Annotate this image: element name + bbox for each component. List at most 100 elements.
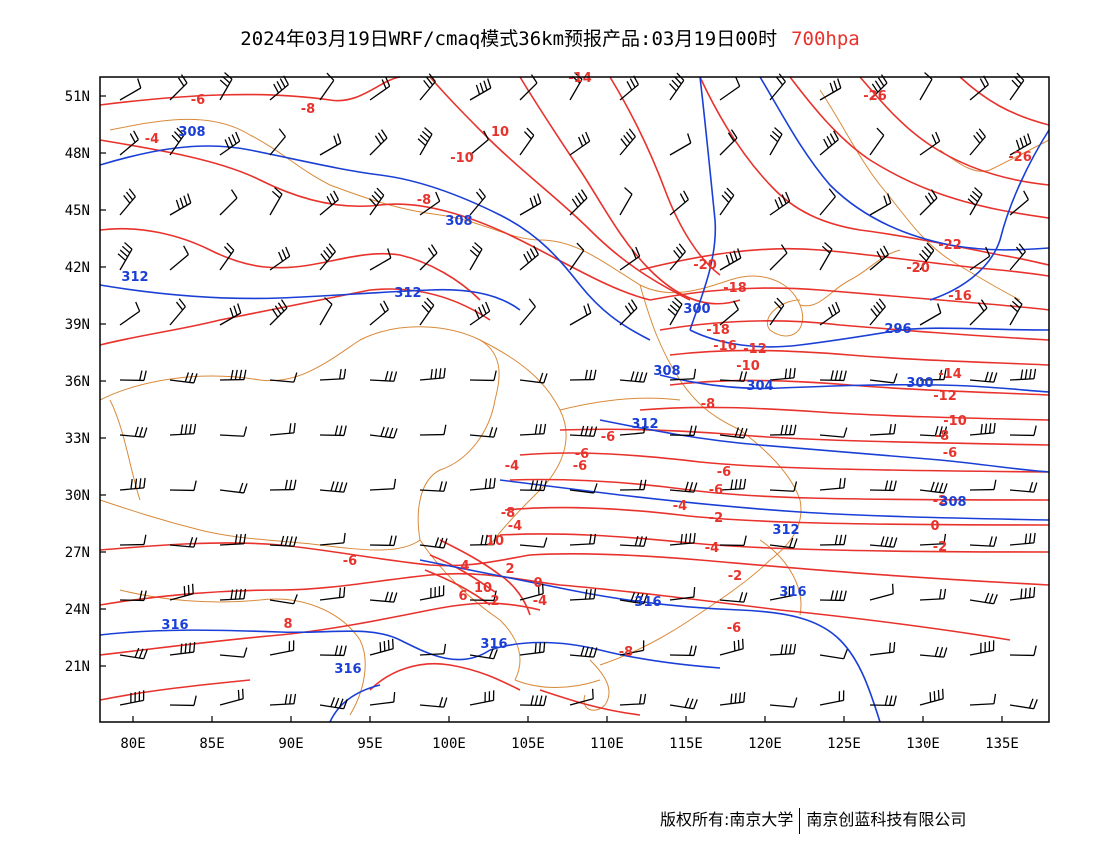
temperature-label: -2 — [933, 540, 947, 555]
wind-barb — [819, 301, 841, 326]
wind-barb — [869, 373, 898, 384]
wind-barb — [269, 128, 286, 156]
temperature-contour — [99, 76, 401, 106]
wind-barb — [469, 130, 489, 156]
wind-barb — [419, 191, 441, 216]
wind-barb — [519, 583, 544, 601]
temperature-label: -8 — [301, 102, 315, 117]
wind-barb — [319, 481, 348, 493]
wind-barb — [269, 299, 288, 326]
boundary-line — [109, 118, 731, 294]
wind-barb — [669, 425, 697, 437]
wind-barb — [1009, 297, 1023, 326]
title-level: 700hpa — [791, 28, 860, 50]
wind-barb — [369, 591, 398, 603]
lat-label: 45N — [65, 203, 90, 219]
temperature-label: -12 — [743, 342, 767, 357]
wind-barb — [869, 245, 889, 271]
wind-barb — [719, 129, 738, 156]
temperature-label: -20 — [906, 261, 930, 276]
temperature-label: -26 — [1008, 150, 1032, 165]
temperature-label: -4 — [533, 594, 547, 609]
wind-barb — [869, 74, 888, 101]
temperature-contour — [639, 247, 1050, 277]
boundary-line — [99, 499, 421, 551]
wind-barb — [319, 133, 342, 156]
wind-barb — [969, 246, 991, 271]
wind-barb — [969, 536, 998, 547]
wind-barb — [519, 642, 546, 656]
wind-barb — [569, 533, 597, 546]
boundary-line — [99, 326, 500, 401]
temperature-contour — [424, 569, 491, 606]
wind-barb — [919, 189, 938, 216]
wind-barb — [119, 370, 147, 382]
wind-barb — [919, 646, 948, 658]
wind-barb — [769, 297, 785, 326]
wind-barb — [619, 187, 633, 216]
boundary-line — [559, 397, 681, 411]
wind-barb — [219, 588, 247, 601]
temperature-contour — [509, 478, 1050, 501]
wind-barb — [119, 590, 147, 602]
geopotential-label: 316 — [161, 618, 188, 633]
wind-barb — [669, 368, 697, 381]
wind-barb — [669, 481, 698, 493]
wind-barb — [169, 583, 194, 601]
wind-barb — [519, 537, 548, 548]
wind-barb — [169, 245, 189, 271]
longitude-axis: 80E 85E 90E 95E 100E 105E 110E 115E 120E 125E 130E… — [120, 716, 1019, 752]
wind-barb — [669, 697, 698, 710]
temperature-contours — [99, 76, 1050, 716]
wind-barb — [319, 425, 347, 437]
wind-barb — [469, 426, 498, 438]
wind-barb — [319, 645, 347, 657]
wind-barb — [469, 690, 495, 706]
wind-barb — [619, 640, 645, 656]
wind-barb — [769, 643, 797, 656]
wind-barb — [919, 242, 935, 271]
wind-barb — [919, 688, 944, 706]
lon-label: 85E — [199, 736, 224, 752]
wind-barb — [269, 535, 298, 547]
geopotential-contour — [689, 327, 1050, 348]
wind-barb — [969, 592, 998, 605]
wind-barb — [169, 642, 196, 656]
wind-barb — [869, 480, 897, 492]
wind-barb — [769, 127, 783, 156]
temperature-label: -4 — [705, 541, 719, 556]
wind-barb — [419, 424, 447, 436]
geopotential-labels: 308 308 312 312 300 296 300 308 312 304 308 312 316 3… — [121, 125, 966, 677]
wind-barb — [819, 477, 846, 491]
temperature-label: -6 — [573, 459, 587, 474]
wind-barb — [669, 587, 696, 601]
wind-barb — [169, 298, 186, 326]
geopotential-label: 308 — [178, 125, 205, 140]
temperature-label: -6 — [601, 430, 615, 445]
wind-barb — [419, 367, 446, 381]
temperature-contour — [699, 76, 1050, 266]
wind-barb — [369, 370, 398, 382]
wind-barb — [569, 303, 592, 326]
wind-barb — [469, 188, 486, 216]
temperature-label: -18 — [706, 323, 730, 338]
wind-barb — [169, 480, 197, 492]
wind-barb — [969, 693, 997, 706]
wind-barb — [719, 187, 735, 216]
wind-barb — [269, 479, 297, 491]
wind-barb — [219, 303, 242, 326]
wind-barb — [469, 534, 497, 546]
wind-barb — [719, 76, 741, 101]
wind-barb — [319, 243, 336, 271]
wind-barb — [869, 193, 892, 216]
wind-barb — [119, 534, 147, 546]
temperature-contour — [99, 227, 481, 301]
wind-barb — [519, 245, 539, 271]
geopotential-contour — [99, 284, 521, 311]
temperature-contour — [429, 76, 691, 301]
lon-label: 135E — [985, 736, 1019, 752]
temperature-label: -8 — [935, 429, 949, 444]
wind-barb — [219, 369, 247, 381]
